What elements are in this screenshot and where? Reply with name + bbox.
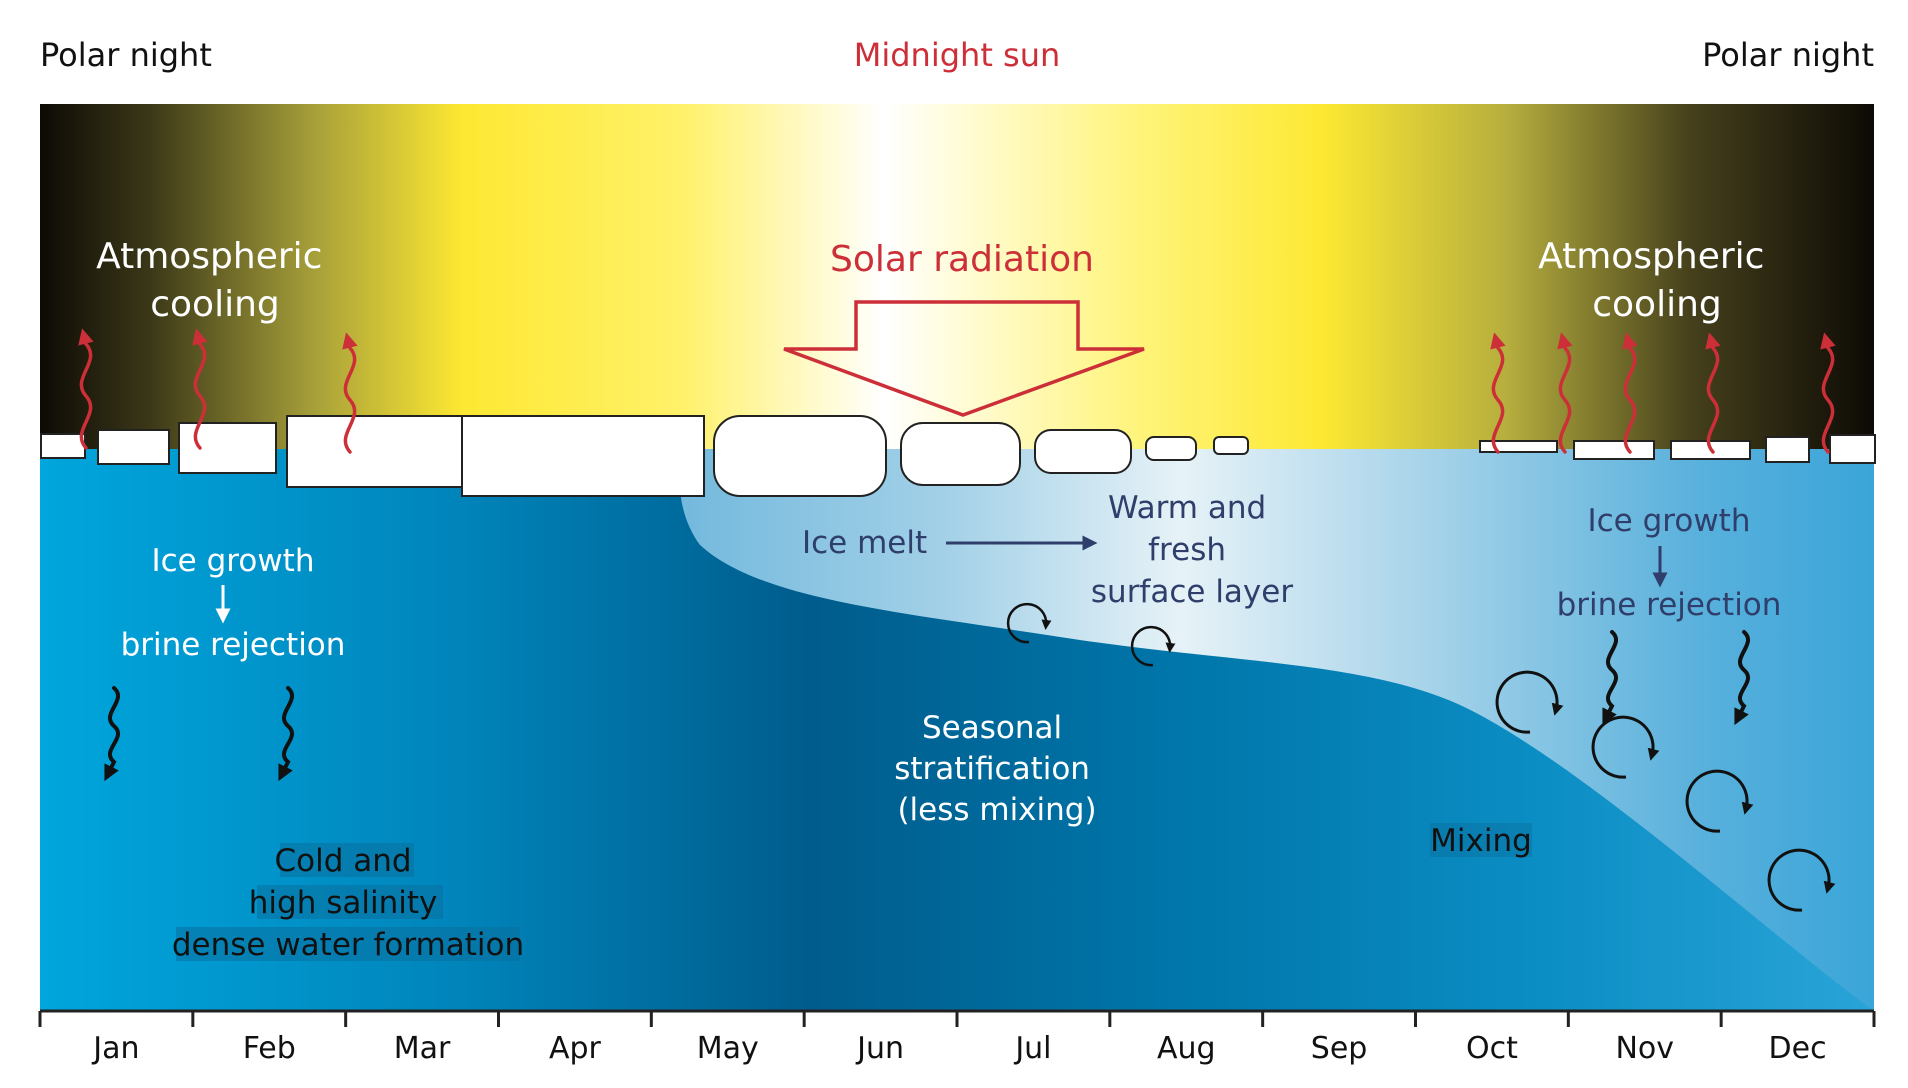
month-label-mar: Mar [394,1031,451,1066]
ice-floe [461,415,705,497]
dense-water-label: Cold and high salinity dense water forma… [172,843,524,963]
mixing-label: Mixing [1430,823,1532,859]
month-label-apr: Apr [549,1031,602,1066]
atmospheric-cooling-left-line-2: cooling [150,284,280,325]
month-label-oct: Oct [1466,1031,1518,1066]
surface-eddies [1006,602,1176,667]
surface-layer-line-3: surface layer [1091,574,1293,610]
brine-rejection-left-label: brine rejection [121,627,346,663]
eddy-icon [1130,625,1176,667]
surface-layer-label: Warm and fresh surface layer [1091,490,1293,610]
surface-layer-line-2: fresh [1148,532,1226,568]
stratification-line-2: stratification [894,751,1090,787]
polar-night-right-label: Polar night [1702,36,1874,74]
ice-floe [1145,436,1197,461]
month-label-feb: Feb [243,1031,296,1066]
ice-growth-right-label: Ice growth [1588,503,1751,539]
mixing-highlight [1430,823,1532,857]
surface-layer-wedge [680,449,1874,1011]
solar-radiation-label: Solar radiation [830,239,1094,280]
dense-water-line-2: high salinity [249,885,438,921]
ice-floe [1829,434,1876,464]
midnight-sun-label: Midnight sun [854,36,1061,74]
month-label-nov: Nov [1615,1031,1674,1066]
ice-floe [286,415,463,488]
ice-floe [1034,429,1132,474]
dense-water-highlight [176,927,520,961]
dense-water-highlight [280,843,414,877]
month-axis-ticks [38,1011,1876,1027]
dense-water-line-3: dense water formation [172,927,524,963]
stratification-line-1: Seasonal [922,710,1062,746]
month-label-aug: Aug [1157,1031,1216,1066]
stratification-label: Seasonal stratification (less mixing) [894,710,1100,828]
ice-floe [1765,436,1810,463]
ice-floe [40,433,86,459]
ice-floe [178,422,277,474]
ice-melt-label: Ice melt [802,525,927,561]
brine-rejection-right-label: brine rejection [1557,587,1782,623]
month-label-may: May [697,1031,759,1066]
ice-floe [713,415,887,497]
month-label-sep: Sep [1311,1031,1368,1066]
ice-floe [1479,440,1558,453]
svg-text:Cold and high salinity: Cold and high salinity dense water forma… [172,843,524,963]
eddy-icon [1006,602,1052,644]
ice-floe [900,422,1021,486]
ice-floe [97,429,170,465]
ice-floe [1573,440,1655,460]
atmospheric-cooling-left-line-1: Atmospheric [96,236,322,277]
surface-layer-line-1: Warm and [1108,490,1266,526]
month-axis-labels: Jan Feb Mar Apr May Jun Jul Aug Sep Oct Nov Dec [91,1031,1826,1066]
solar-radiation-arrow-icon [783,300,1145,417]
stratification-line-3: (less mixing) [897,792,1096,828]
dense-water-highlight [257,885,443,919]
atmospheric-cooling-right-line-2: cooling [1592,284,1722,325]
atmospheric-cooling-right-line-1: Atmospheric [1538,236,1764,277]
sea-ice-floes [40,415,1876,497]
atmospheric-cooling-left-label: Atmospheric cooling [96,236,334,325]
ice-growth-left-label: Ice growth [152,543,315,579]
polar-night-left-label: Polar night [40,36,212,74]
month-label-dec: Dec [1769,1031,1827,1066]
atmospheric-cooling-right-label: Atmospheric cooling [1538,236,1776,325]
month-label-jul: Jul [1013,1031,1051,1066]
ice-floe [1213,436,1249,455]
dense-water-line-1: Cold and [275,843,412,879]
month-label-jun: Jun [855,1031,904,1066]
month-label-jan: Jan [91,1031,139,1066]
